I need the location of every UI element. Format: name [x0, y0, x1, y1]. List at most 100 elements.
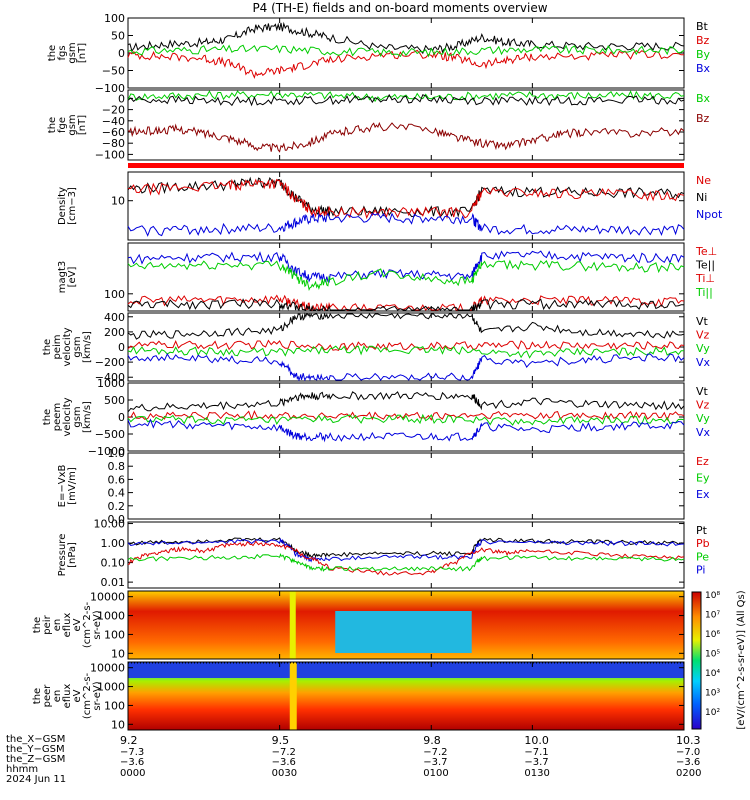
y-tick-label: 10 — [111, 718, 125, 731]
series-line-te- — [127, 298, 685, 312]
y-axis-label: eV — [72, 689, 83, 702]
y-tick-label: −40 — [102, 115, 125, 128]
colorbar-tick-label: 10³ — [705, 689, 720, 699]
legend-vx: Vx — [696, 356, 711, 369]
x-row-label: the_X−GSM — [6, 734, 65, 745]
x-row-label: the_Y−GSM — [6, 744, 65, 755]
x-tick-label-time: 0030 — [272, 768, 297, 779]
y-tick-label: 10000 — [90, 591, 125, 604]
y-axis-label: sr-eV) — [92, 610, 103, 639]
y-tick-label: 0 — [118, 47, 125, 60]
legend-te-: Te|| — [695, 259, 715, 272]
panel-density: 10 Density [cm−3] Ne Ni Npot — [57, 171, 723, 241]
y-tick-label: 1000 — [97, 610, 125, 623]
date-label: 2024 Jun 11 — [6, 774, 66, 785]
legend-pt: Pt — [696, 524, 708, 537]
y-axis-label: magt3 — [57, 261, 68, 294]
legend-npot: Npot — [696, 208, 723, 221]
y-axis-label: the — [47, 117, 58, 133]
y-tick-label: 10000 — [90, 662, 125, 675]
y-tick-label: 10 — [111, 195, 125, 208]
y-axis-label: fge — [57, 117, 68, 133]
y-axis-label: Density — [57, 187, 68, 225]
y-axis-label: en — [52, 619, 63, 632]
y-axis-label: eV — [72, 618, 83, 631]
x-tick-label-time: 0100 — [423, 768, 448, 779]
series-line-pt — [127, 537, 685, 558]
status-bar — [128, 163, 684, 168]
y-axis-label: the — [42, 339, 53, 355]
legend-vt: Vt — [696, 315, 709, 328]
y-tick-label: 0.01 — [101, 576, 126, 589]
y-axis-label: eflux — [62, 613, 73, 638]
colorbar-tick-label: 10⁵ — [705, 650, 720, 660]
x-tick-label-x: −7.1 — [524, 747, 548, 758]
y-axis-label: [nT] — [77, 43, 88, 63]
y-tick-label: −100 — [95, 148, 125, 161]
y-axis-label: sr-eV) — [92, 681, 103, 710]
panel-temperature: 100 magt3 [eV] Te⊥Te||Ti⊥Ti|| — [57, 242, 717, 312]
legend-te-: Te⊥ — [695, 245, 717, 258]
series-line-ni — [127, 176, 685, 219]
y-tick-label: 0.6 — [108, 473, 126, 486]
y-axis-label: the — [42, 409, 53, 425]
y-tick-label: −80 — [102, 137, 125, 150]
y-axis-label: [cm−3] — [67, 187, 78, 225]
y-axis-label: velocity — [62, 327, 73, 366]
legend-pi: Pi — [696, 564, 705, 577]
legend-ti-: Ti⊥ — [695, 272, 715, 285]
panel-fge: 0−20−40−60−80−100 the fge gsm [nT] Bx Bz — [47, 89, 711, 161]
panel-frame — [127, 242, 685, 312]
legend-vz: Vz — [696, 399, 710, 412]
x-tick-label-time: 0200 — [676, 768, 701, 779]
y-tick-label: −500 — [95, 428, 125, 441]
y-axis-label: [mV/m] — [67, 467, 78, 505]
y-tick-label: 0 — [118, 341, 125, 354]
panel-peem-velocity: 1000 500 0 −500 −1000 the peem velocity gsm [km/s… — [42, 377, 711, 458]
x-tick-label-time: 0130 — [524, 768, 549, 779]
y-tick-label: 1.00 — [101, 537, 126, 550]
series-line-vz — [127, 410, 685, 421]
series-line-vx — [127, 418, 685, 443]
spectrogram-high-energy-band — [128, 662, 684, 678]
legend-vy: Vy — [696, 412, 710, 425]
legend-ne: Ne — [696, 174, 711, 187]
y-tick-label: −1000 — [88, 445, 125, 458]
y-tick-label: 100 — [104, 12, 125, 25]
panel-frame — [127, 17, 685, 89]
panel-frame — [127, 661, 685, 731]
y-axis-label: en — [52, 690, 63, 703]
colorbar — [691, 591, 702, 730]
y-axis-label: [km/s] — [82, 401, 93, 433]
panel-frame — [127, 590, 685, 660]
x-tick-label-x: −7.2 — [423, 747, 447, 758]
colorbar-tick-label: 10² — [705, 708, 720, 718]
y-tick-label: 0 — [118, 92, 125, 105]
panel-frame — [127, 382, 685, 452]
y-axis-label: [km/s] — [82, 331, 93, 363]
legend-bx: Bx — [696, 92, 711, 105]
series-line-ne — [127, 178, 685, 220]
series-line-vt — [127, 391, 685, 413]
colorbar-tick-label: 10⁸ — [705, 591, 720, 601]
series-line-bt — [127, 21, 685, 55]
y-tick-label: 100 — [104, 699, 125, 712]
legend-vt: Vt — [696, 385, 709, 398]
y-tick-label: −60 — [102, 126, 125, 139]
y-tick-label: 0.8 — [108, 460, 126, 473]
y-tick-label: 100 — [104, 288, 125, 301]
y-axis-label: E=−VxB — [57, 465, 68, 508]
y-tick-label: −100 — [95, 82, 125, 95]
colorbar-tick-label: 10⁶ — [705, 630, 720, 640]
legend-pb: Pb — [696, 537, 710, 550]
series-line-bt — [127, 93, 685, 107]
y-axis-label: gsm — [72, 336, 83, 357]
spectrogram-lowflux-region — [335, 611, 472, 653]
panel-frame — [127, 312, 685, 382]
spectrogram-gap — [289, 662, 297, 730]
legend-by: By — [696, 48, 711, 61]
y-tick-label: 50 — [111, 30, 125, 43]
y-tick-label: −50 — [102, 65, 125, 78]
y-axis-label: the — [32, 617, 43, 633]
